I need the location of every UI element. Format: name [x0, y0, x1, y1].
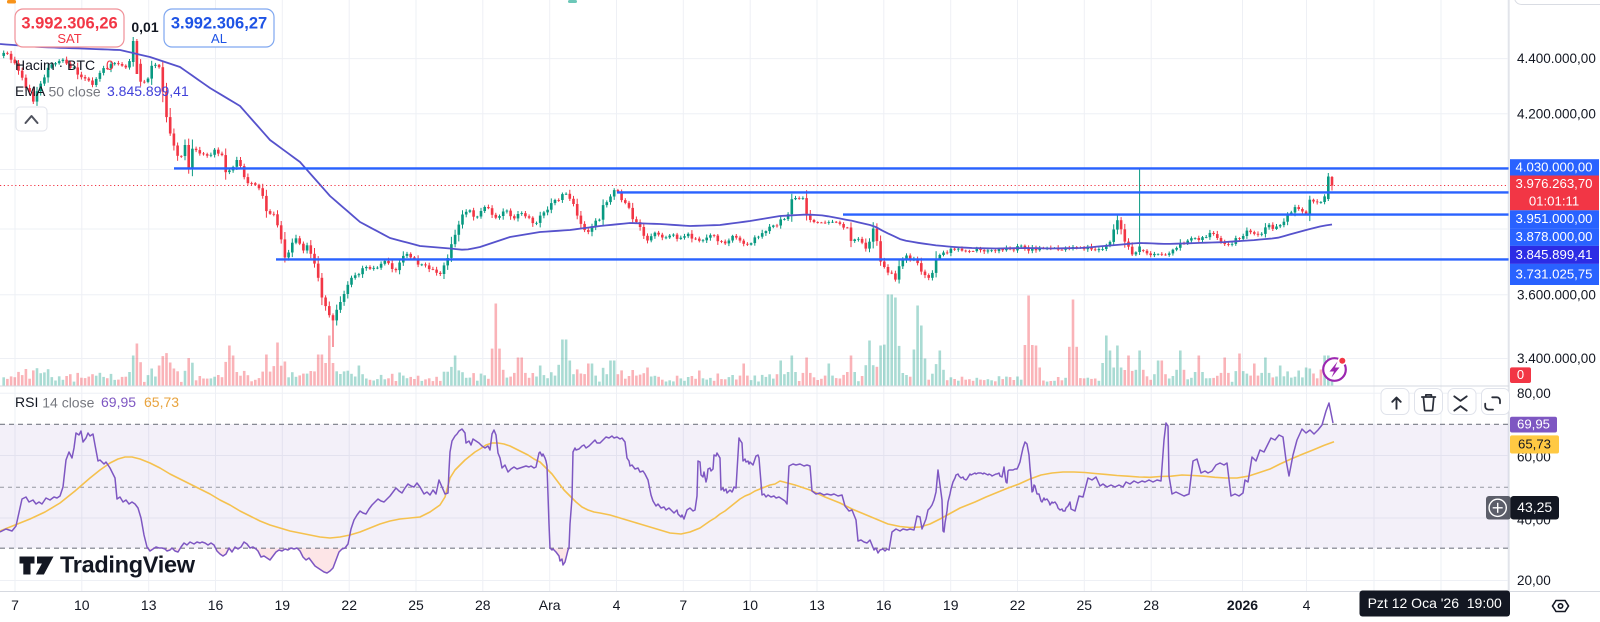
svg-text:7: 7: [679, 597, 687, 613]
svg-text:0: 0: [106, 57, 114, 73]
svg-text:25: 25: [1077, 597, 1093, 613]
svg-text:65,73: 65,73: [144, 394, 179, 410]
svg-text:AL: AL: [211, 31, 227, 46]
svg-text:16: 16: [876, 597, 892, 613]
svg-text:10: 10: [74, 597, 90, 613]
svg-text:43,25: 43,25: [1517, 499, 1552, 515]
svg-text:69,95: 69,95: [101, 394, 136, 410]
svg-text:13: 13: [809, 597, 825, 613]
svg-text:Ara: Ara: [539, 597, 561, 613]
svg-text:0,01: 0,01: [131, 19, 158, 35]
svg-text:4.200.000,00: 4.200.000,00: [1517, 106, 1596, 121]
svg-text:69,95: 69,95: [1517, 417, 1550, 432]
svg-text:28: 28: [1143, 597, 1159, 613]
svg-text:22: 22: [1010, 597, 1026, 613]
svg-text:3.992.306,27: 3.992.306,27: [171, 14, 267, 32]
svg-text:3.976.263,70: 3.976.263,70: [1515, 176, 1592, 191]
svg-text:3.600.000,00: 3.600.000,00: [1517, 287, 1596, 302]
svg-text:22: 22: [341, 597, 357, 613]
svg-text:65,73: 65,73: [1518, 436, 1551, 451]
svg-text:19: 19: [943, 597, 959, 613]
svg-text:01:01:11: 01:01:11: [1529, 194, 1579, 209]
svg-text:80,00: 80,00: [1517, 386, 1551, 401]
svg-text:4: 4: [1303, 597, 1311, 613]
svg-text:3.992.306,26: 3.992.306,26: [21, 14, 117, 32]
svg-text:19: 19: [275, 597, 291, 613]
svg-text:Hacim · BTC: Hacim · BTC: [15, 57, 95, 73]
svg-text:SAT: SAT: [57, 31, 81, 46]
svg-text:RSI 14 close: RSI 14 close: [15, 394, 95, 410]
svg-text:3.951.000,00: 3.951.000,00: [1515, 211, 1592, 226]
svg-text:3.845.899,41: 3.845.899,41: [1515, 247, 1592, 262]
svg-text:4.030.000,00: 4.030.000,00: [1515, 159, 1592, 174]
svg-text:13: 13: [141, 597, 157, 613]
svg-text:7: 7: [11, 597, 19, 613]
svg-text:4.400.000,00: 4.400.000,00: [1517, 51, 1596, 66]
svg-text:28: 28: [475, 597, 491, 613]
svg-text:25: 25: [408, 597, 424, 613]
svg-text:2026: 2026: [1227, 597, 1258, 613]
svg-text:3.878.000,00: 3.878.000,00: [1515, 229, 1592, 244]
svg-text:EMA 50 close: EMA 50 close: [15, 83, 101, 99]
svg-text:16: 16: [208, 597, 224, 613]
svg-text:3.845.899,41: 3.845.899,41: [107, 83, 189, 99]
svg-text:Pzt 12 Oca '26 19:00: Pzt 12 Oca '26 19:00: [1368, 595, 1502, 611]
svg-text:3.400.000,00: 3.400.000,00: [1517, 351, 1596, 366]
svg-text:20,00: 20,00: [1517, 573, 1551, 588]
svg-text:TradingView: TradingView: [60, 552, 196, 578]
svg-text:10: 10: [742, 597, 758, 613]
svg-text:3.731.025,75: 3.731.025,75: [1515, 266, 1592, 281]
svg-text:0: 0: [1517, 367, 1524, 382]
svg-text:4: 4: [613, 597, 621, 613]
